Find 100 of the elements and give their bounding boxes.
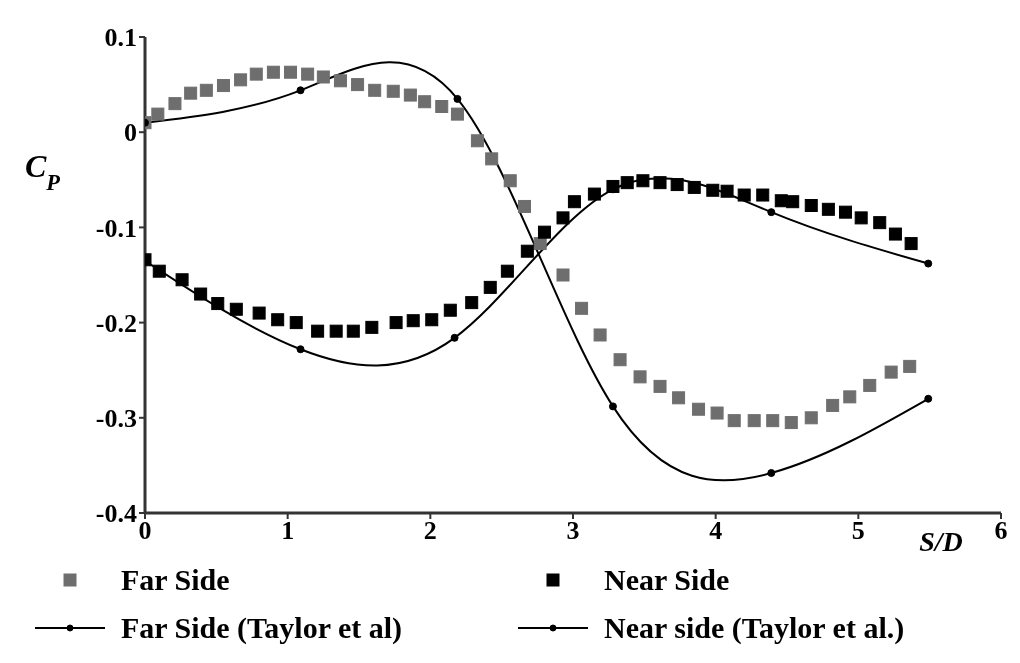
- point: [888, 227, 902, 241]
- point: [884, 365, 898, 379]
- point: [152, 264, 166, 278]
- point: [620, 176, 634, 190]
- point: [784, 416, 798, 430]
- point: [767, 469, 776, 478]
- point: [924, 259, 933, 268]
- y-tick-label: 0.1: [104, 23, 137, 53]
- y-axis-title: C$_{P}$: [25, 148, 61, 195]
- point: [766, 414, 780, 428]
- point: [737, 188, 751, 202]
- legend-label: Near Side: [604, 563, 730, 597]
- point: [613, 353, 627, 367]
- point: [249, 67, 263, 81]
- point: [450, 333, 459, 342]
- point: [450, 107, 464, 121]
- point: [301, 67, 315, 81]
- point: [199, 83, 213, 97]
- x-tick-label: 3: [566, 516, 580, 546]
- point: [710, 406, 724, 420]
- point: [175, 273, 189, 287]
- point: [252, 306, 266, 320]
- point: [465, 296, 479, 310]
- point: [786, 195, 800, 209]
- point: [587, 187, 601, 201]
- point: [556, 211, 570, 225]
- point: [266, 65, 280, 79]
- y-tick-label: -0.1: [95, 213, 137, 243]
- legend-label: Far Side: [121, 563, 230, 597]
- point: [873, 216, 887, 230]
- point: [365, 320, 379, 334]
- point: [229, 302, 243, 316]
- point: [500, 264, 514, 278]
- y-tick-label: -0.4: [95, 499, 137, 529]
- point: [537, 225, 551, 239]
- x-tick-label: 4: [709, 516, 723, 546]
- point: [608, 402, 617, 411]
- y-tick-label: 0: [124, 118, 137, 148]
- x-tick-label: 6: [994, 516, 1008, 546]
- point: [296, 345, 305, 354]
- point: [687, 180, 701, 194]
- point: [706, 183, 720, 197]
- point: [485, 152, 499, 166]
- point: [386, 84, 400, 98]
- point: [567, 195, 581, 209]
- point: [692, 402, 706, 416]
- point: [435, 100, 449, 113]
- point: [636, 174, 650, 188]
- point: [403, 88, 417, 102]
- point: [425, 313, 439, 327]
- point: [311, 324, 325, 338]
- legend-label: Far Side (Taylor et al): [121, 611, 403, 645]
- point: [903, 359, 917, 373]
- point: [720, 184, 734, 198]
- point: [804, 199, 818, 212]
- point: [151, 107, 165, 121]
- y-tick-label: -0.3: [95, 404, 137, 434]
- point: [194, 287, 208, 301]
- point: [804, 411, 818, 425]
- point: [289, 316, 303, 330]
- point: [826, 398, 840, 412]
- point: [633, 370, 647, 384]
- point: [333, 74, 347, 88]
- point: [406, 314, 420, 328]
- point: [672, 391, 686, 405]
- point: [483, 280, 497, 294]
- point: [863, 378, 877, 392]
- point: [520, 244, 534, 258]
- legend-label: Near side (Taylor et al.): [604, 611, 905, 645]
- point: [727, 414, 741, 428]
- point: [443, 303, 457, 317]
- point: [767, 208, 776, 217]
- point: [575, 301, 589, 315]
- point: [653, 176, 667, 190]
- point: [470, 134, 484, 148]
- point: [533, 237, 547, 251]
- point: [854, 211, 868, 225]
- point: [556, 268, 570, 282]
- y-tick-label: -0.2: [95, 308, 137, 338]
- point: [168, 97, 182, 111]
- point: [271, 313, 285, 327]
- point: [517, 199, 531, 213]
- point: [821, 202, 835, 216]
- point: [670, 178, 684, 192]
- point: [346, 324, 360, 338]
- x-axis-title: S/D: [919, 526, 963, 557]
- x-tick-label: 1: [281, 516, 295, 546]
- x-tick-label: 2: [423, 516, 437, 546]
- point: [329, 324, 343, 338]
- point: [924, 394, 933, 403]
- point: [503, 174, 517, 188]
- point: [316, 70, 330, 84]
- point: [653, 379, 667, 393]
- point: [838, 205, 852, 219]
- point: [418, 95, 432, 109]
- point: [184, 86, 198, 100]
- point: [216, 79, 230, 93]
- x-tick-label: 5: [851, 516, 865, 546]
- point: [211, 297, 225, 311]
- point: [904, 237, 918, 251]
